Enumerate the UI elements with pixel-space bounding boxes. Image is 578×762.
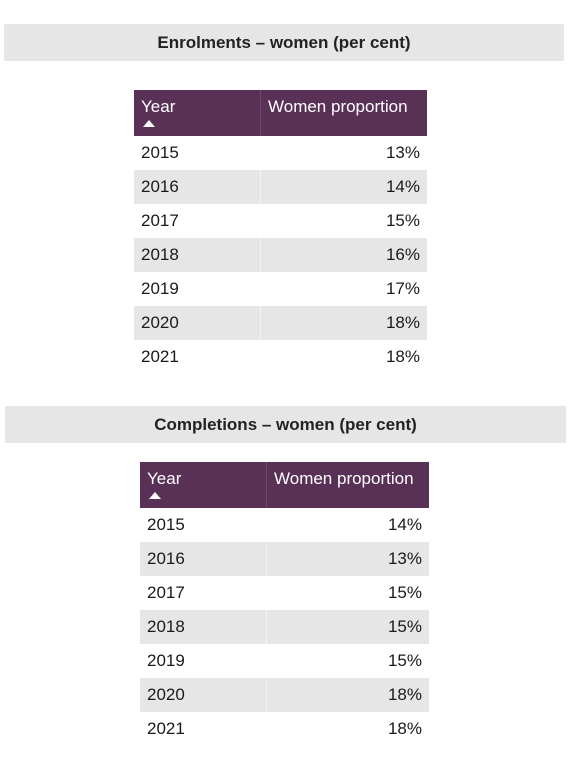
year-cell: 2020: [140, 678, 267, 712]
women-proportion-cell: 18%: [385, 347, 420, 366]
year-column-header[interactable]: Year: [140, 462, 267, 508]
sort-up-icon[interactable]: [149, 492, 161, 499]
table-row: 2019 17%: [134, 272, 427, 306]
year-cell: 2021: [141, 347, 179, 366]
table-row: 2015 14%: [140, 508, 429, 542]
women-proportion-column-header[interactable]: Women proportion: [260, 90, 427, 136]
sort-up-icon[interactable]: [143, 120, 155, 127]
women-proportion-cell: 14%: [387, 515, 422, 534]
women-proportion-column-label: Women proportion: [268, 97, 408, 116]
enrolments-table: Year Women proportion 2015 13% 2016 14% 2017…: [134, 90, 427, 374]
year-cell: 2017: [141, 211, 179, 230]
year-cell: 2021: [147, 719, 185, 738]
women-proportion-cell: 18%: [387, 719, 422, 738]
women-proportion-cell: 13%: [385, 143, 420, 162]
women-proportion-cell: 14%: [260, 170, 427, 204]
completions-table: Year Women proportion 2015 14% 2016 13% 2017…: [140, 462, 429, 746]
table-row: 2020 18%: [134, 306, 427, 340]
table-row: 2019 15%: [140, 644, 429, 678]
table-row: 2018 16%: [134, 238, 427, 272]
women-proportion-cell: 15%: [387, 651, 422, 670]
table-row: 2021 18%: [140, 712, 429, 746]
table-row: 2016 13%: [140, 542, 429, 576]
women-proportion-cell: 16%: [260, 238, 427, 272]
year-cell: 2015: [147, 515, 185, 534]
year-cell: 2019: [147, 651, 185, 670]
table-row: 2021 18%: [134, 340, 427, 374]
table-row: 2017 15%: [134, 204, 427, 238]
table-row: 2015 13%: [134, 136, 427, 170]
year-column-label: Year: [147, 469, 182, 488]
women-proportion-cell: 17%: [385, 279, 420, 298]
year-column-label: Year: [141, 97, 176, 116]
year-cell: 2015: [141, 143, 179, 162]
enrolments-section-title: Enrolments – women (per cent): [4, 24, 564, 61]
year-cell: 2017: [147, 583, 185, 602]
women-proportion-column-header[interactable]: Women proportion: [266, 462, 429, 508]
women-proportion-cell: 18%: [266, 678, 429, 712]
women-proportion-cell: 15%: [387, 583, 422, 602]
year-cell: 2016: [134, 170, 261, 204]
women-proportion-cell: 15%: [266, 610, 429, 644]
women-proportion-column-label: Women proportion: [274, 469, 414, 488]
year-column-header[interactable]: Year: [134, 90, 261, 136]
women-proportion-cell: 15%: [385, 211, 420, 230]
completions-section-title: Completions – women (per cent): [5, 406, 566, 443]
year-cell: 2018: [134, 238, 261, 272]
year-cell: 2019: [141, 279, 179, 298]
women-proportion-cell: 13%: [266, 542, 429, 576]
table-row: 2018 15%: [140, 610, 429, 644]
year-cell: 2020: [134, 306, 261, 340]
year-cell: 2018: [140, 610, 267, 644]
women-proportion-cell: 18%: [260, 306, 427, 340]
table-row: 2016 14%: [134, 170, 427, 204]
table-row: 2017 15%: [140, 576, 429, 610]
year-cell: 2016: [140, 542, 267, 576]
table-row: 2020 18%: [140, 678, 429, 712]
table-header-row: Year Women proportion: [140, 462, 429, 508]
table-header-row: Year Women proportion: [134, 90, 427, 136]
